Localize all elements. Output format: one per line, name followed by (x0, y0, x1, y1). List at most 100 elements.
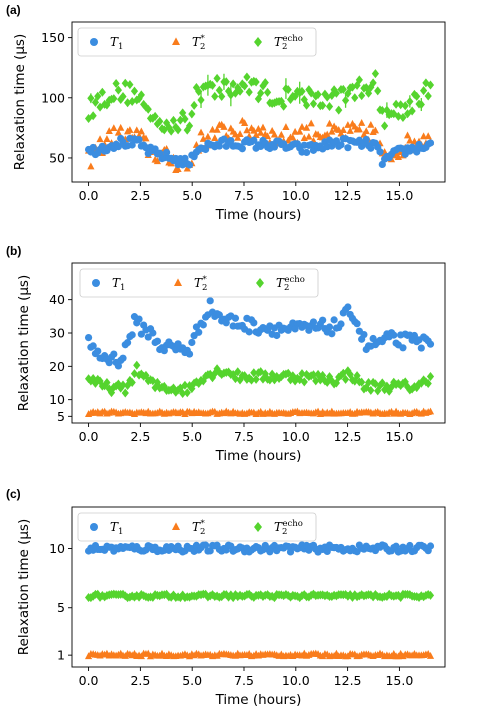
T2echo-point (344, 89, 352, 99)
T2echo-point (181, 380, 189, 390)
T2echo-point (426, 590, 435, 600)
T2echo-point (229, 79, 237, 89)
T1-point (188, 338, 196, 347)
T2star-point (263, 132, 272, 140)
T2echo-point (151, 111, 159, 121)
T2echo-point (190, 100, 198, 110)
T2echo-point (89, 111, 97, 121)
T2echo-point (383, 381, 391, 391)
T2echo-point (259, 374, 267, 384)
panel-b: (b) 0.0 2.5 5.0 7.5 10.0 12.5 15.0 5 10 20 30 40 Time… (6, 244, 446, 464)
T1-point (119, 354, 127, 362)
x-tick-label: 10.0 (282, 188, 310, 203)
T1-point (417, 344, 425, 352)
axes-frame (71, 21, 446, 183)
T2echo-point (415, 592, 423, 602)
T2echo-point (358, 91, 366, 101)
T1-point (105, 359, 113, 367)
legend-marker (90, 523, 98, 531)
T2echo-point (426, 371, 435, 381)
T1-point (250, 136, 258, 144)
T2echo-point (383, 105, 391, 115)
legend-marker (92, 279, 100, 287)
T1-point (181, 154, 189, 162)
T1-point (206, 297, 214, 305)
T1-point (337, 320, 345, 328)
T2star-point (426, 652, 435, 659)
T2echo-point (312, 91, 320, 101)
x-tick-label: 5.0 (182, 673, 202, 688)
T1-point (325, 323, 334, 331)
T2echo-point (300, 590, 308, 600)
T2echo-point (371, 379, 380, 389)
axes-frame (71, 506, 446, 668)
T2echo-point (270, 375, 279, 385)
T2echo-point (98, 87, 106, 97)
T2echo-point (101, 381, 109, 391)
T2echo-point (130, 86, 139, 96)
T1-point (238, 145, 246, 153)
data-points (84, 297, 435, 418)
T2echo-point (328, 376, 336, 386)
T2echo-point (307, 88, 315, 98)
y-tick-label: 10 (49, 541, 65, 556)
T2echo-point (144, 104, 152, 114)
y-tick-label: 10 (49, 392, 65, 407)
legend-marker (172, 37, 180, 45)
T2echo-point (208, 80, 217, 90)
T2star-point (302, 123, 311, 131)
y-axis-label: Relaxation time (μs) (16, 275, 32, 411)
T2echo-point (371, 590, 380, 600)
legend-box (77, 512, 317, 542)
T2echo-point (117, 383, 125, 393)
T2star-point (153, 157, 162, 165)
T2echo-point (309, 99, 318, 109)
T2star-point (110, 124, 118, 132)
T2star-point (362, 127, 370, 135)
T2echo-point (176, 115, 184, 125)
T2echo-point (87, 93, 95, 103)
T1-point (250, 319, 258, 327)
T2echo-point (270, 593, 279, 603)
T2echo-point (215, 85, 223, 95)
T1-point (137, 330, 145, 338)
T2echo-point (341, 590, 350, 600)
T1-point (302, 148, 311, 157)
T1-point (406, 541, 414, 550)
y-tick-label: 20 (49, 359, 65, 374)
T2echo-point (383, 592, 391, 602)
T2star-point (208, 125, 217, 133)
T2star-point (243, 126, 251, 134)
y-tick-label: 100 (41, 90, 65, 105)
T2echo-point (346, 590, 354, 600)
T2star-point (305, 132, 313, 140)
T2echo-point (312, 376, 320, 386)
x-tick-label: 12.5 (334, 673, 362, 688)
T2star-point (367, 120, 375, 128)
T2star-point (424, 132, 432, 140)
T2echo-point (408, 384, 416, 394)
T2echo-point (399, 112, 407, 122)
T2echo-point (218, 91, 226, 101)
T2echo-point (341, 374, 350, 384)
T1-point (215, 311, 223, 319)
T2echo-point (263, 590, 272, 600)
T2echo-point (110, 94, 118, 104)
T2echo-point (346, 369, 354, 379)
T2echo-point (234, 367, 242, 377)
T2echo-point (91, 97, 100, 107)
T2echo-point (188, 109, 196, 119)
T1-point (390, 331, 398, 339)
T2echo-point (305, 85, 313, 95)
legend-label: T2echo (276, 275, 305, 293)
T2echo-point (266, 375, 274, 385)
T2echo-point (259, 81, 267, 91)
T2echo-point (328, 91, 336, 101)
panel-label: (b) (6, 244, 21, 258)
T1-point (202, 145, 210, 154)
T2echo-point (337, 371, 345, 381)
T2star-point (96, 135, 104, 143)
T2star-point (328, 127, 336, 135)
T2star-point (213, 125, 221, 133)
